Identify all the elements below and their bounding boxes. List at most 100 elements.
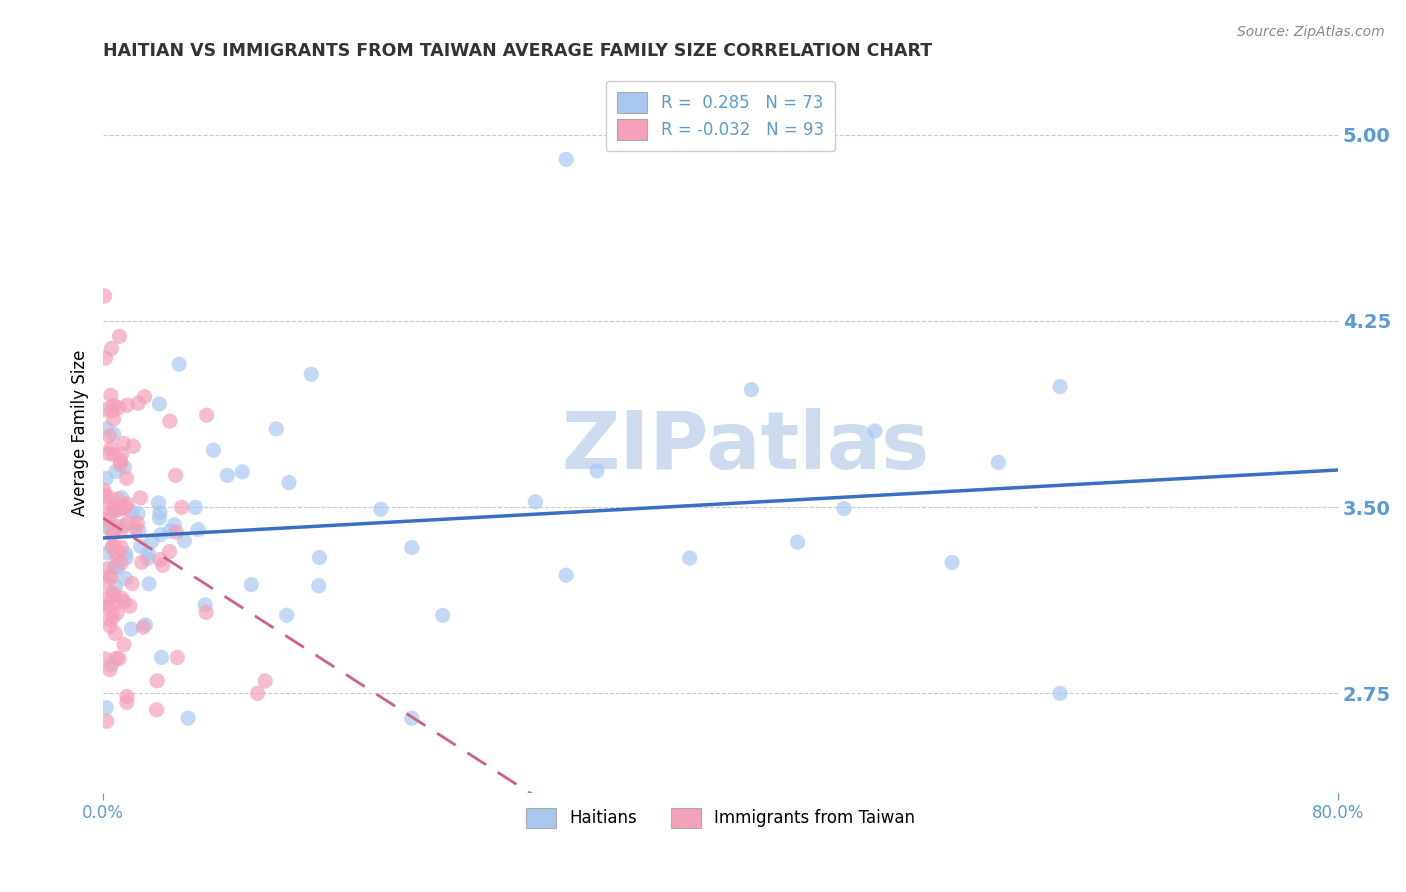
Point <box>132 620 155 634</box>
Point <box>96 520 118 534</box>
Text: HAITIAN VS IMMIGRANTS FROM TAIWAN AVERAGE FAMILY SIZE CORRELATION CHART: HAITIAN VS IMMIGRANTS FROM TAIWAN AVERAG… <box>103 42 932 60</box>
Point <box>103 427 125 442</box>
Point <box>124 522 146 536</box>
Point <box>112 638 135 652</box>
Point <box>117 398 139 412</box>
Point <box>138 546 160 560</box>
Point <box>96 591 118 605</box>
Point <box>93 289 115 303</box>
Point <box>101 610 124 624</box>
Point <box>110 501 132 516</box>
Point <box>370 502 392 516</box>
Point <box>105 519 128 533</box>
Point <box>134 618 156 632</box>
Point <box>941 556 963 570</box>
Point <box>122 439 145 453</box>
Point <box>173 533 195 548</box>
Point <box>101 528 124 542</box>
Point <box>127 507 149 521</box>
Point <box>105 606 128 620</box>
Point <box>115 550 138 565</box>
Point <box>115 690 138 704</box>
Point <box>276 608 298 623</box>
Point <box>96 700 118 714</box>
Point <box>101 540 124 554</box>
Point <box>202 443 225 458</box>
Point <box>148 397 170 411</box>
Point <box>104 560 127 574</box>
Point <box>112 518 135 533</box>
Point <box>254 673 277 688</box>
Point <box>145 703 167 717</box>
Point <box>101 541 124 555</box>
Point <box>100 342 122 356</box>
Point <box>159 544 181 558</box>
Point <box>93 600 115 615</box>
Point <box>131 555 153 569</box>
Point <box>97 598 120 612</box>
Point <box>127 516 149 530</box>
Point <box>100 441 122 455</box>
Point <box>184 500 207 515</box>
Point <box>555 153 578 167</box>
Point <box>1049 379 1071 393</box>
Point <box>165 468 187 483</box>
Point <box>101 586 124 600</box>
Point <box>148 496 170 510</box>
Point <box>107 560 129 574</box>
Point <box>114 595 136 609</box>
Point <box>98 513 121 527</box>
Point <box>148 511 170 525</box>
Point <box>134 390 156 404</box>
Point <box>165 525 187 540</box>
Point <box>110 556 132 570</box>
Point <box>98 663 121 677</box>
Point <box>98 568 121 582</box>
Point <box>98 519 121 533</box>
Point <box>150 650 173 665</box>
Point <box>401 541 423 555</box>
Point <box>103 588 125 602</box>
Point <box>231 465 253 479</box>
Point <box>94 351 117 365</box>
Point <box>166 650 188 665</box>
Y-axis label: Average Family Size: Average Family Size <box>72 350 89 516</box>
Point <box>105 597 128 611</box>
Text: ZIPatlas: ZIPatlas <box>561 408 929 486</box>
Point <box>863 424 886 438</box>
Point <box>93 483 115 498</box>
Point <box>114 500 136 514</box>
Point <box>114 460 136 475</box>
Text: Source: ZipAtlas.com: Source: ZipAtlas.com <box>1237 25 1385 39</box>
Point <box>103 501 125 516</box>
Point <box>678 551 700 566</box>
Point <box>167 357 190 371</box>
Point <box>177 711 200 725</box>
Point <box>152 558 174 573</box>
Point <box>105 503 128 517</box>
Point <box>586 464 609 478</box>
Point <box>111 447 134 461</box>
Point <box>110 458 132 472</box>
Point <box>136 551 159 566</box>
Point <box>299 368 322 382</box>
Point <box>97 561 120 575</box>
Point <box>94 576 117 591</box>
Point <box>104 558 127 573</box>
Point <box>163 517 186 532</box>
Point <box>987 455 1010 469</box>
Point <box>278 475 301 490</box>
Point <box>107 401 129 415</box>
Point <box>194 598 217 612</box>
Point <box>138 577 160 591</box>
Point <box>94 651 117 665</box>
Point <box>127 396 149 410</box>
Point <box>104 626 127 640</box>
Point <box>96 422 118 436</box>
Point <box>110 591 132 605</box>
Point <box>96 501 118 516</box>
Point <box>115 471 138 485</box>
Point <box>149 527 172 541</box>
Point <box>101 404 124 418</box>
Point <box>1049 686 1071 700</box>
